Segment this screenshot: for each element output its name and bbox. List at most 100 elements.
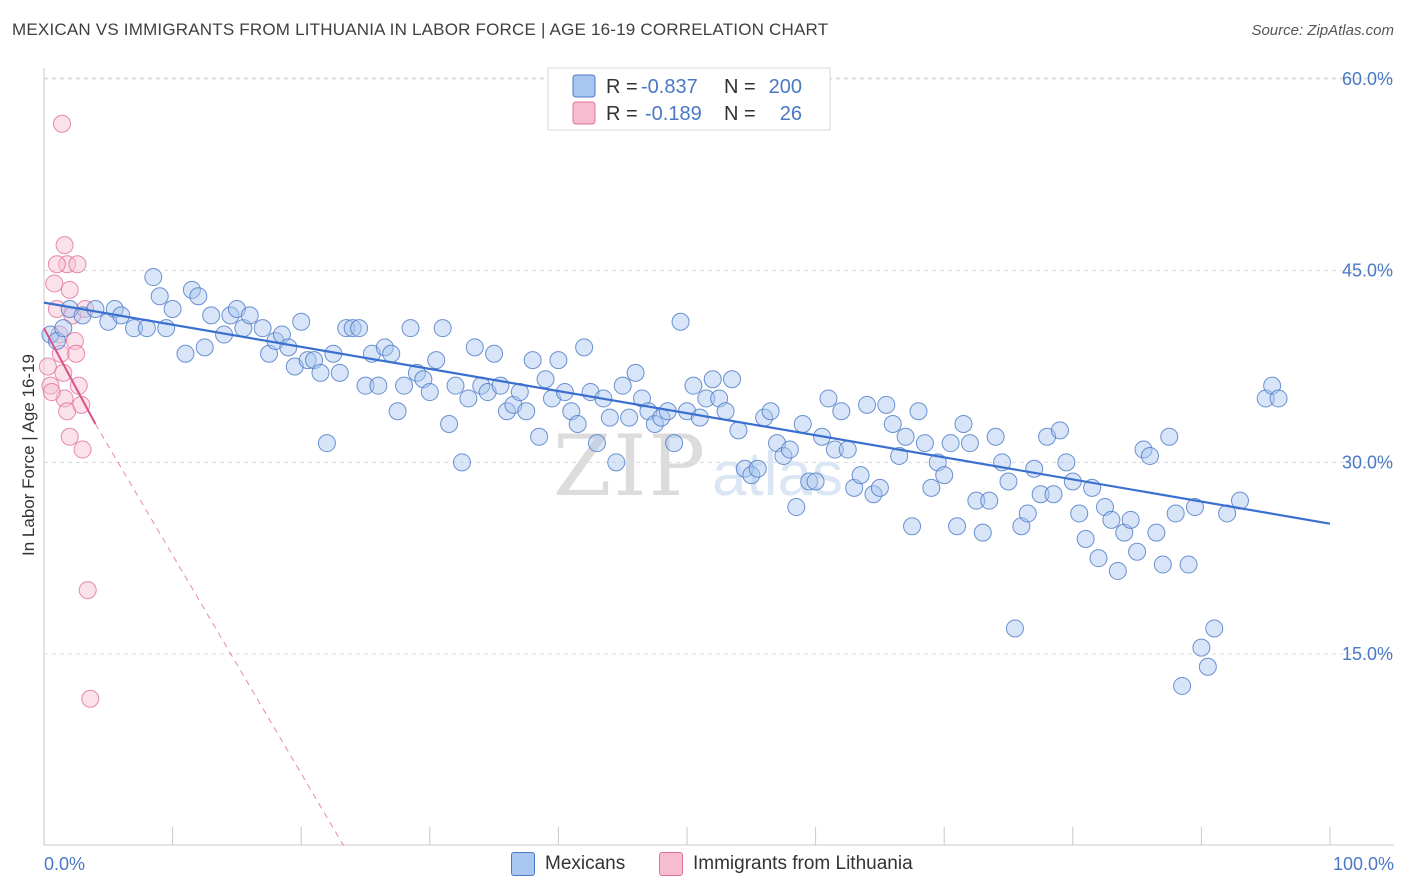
data-point [38, 357, 57, 376]
data-point [182, 280, 201, 299]
stats-r-lithuania: -0.189 [645, 103, 702, 125]
x-tick-labels: 0.0% 100.0% [44, 854, 1394, 874]
data-point [973, 523, 992, 542]
legend-item-lithuania[interactable]: Immigrants from Lithuania [659, 851, 913, 877]
data-point [536, 370, 555, 389]
data-point [298, 351, 317, 370]
chart-title: MEXICAN VS IMMIGRANTS FROM LITHUANIA IN … [12, 20, 829, 39]
data-point [81, 689, 100, 708]
data-point [382, 344, 401, 363]
data-point [176, 344, 195, 363]
data-point [60, 280, 79, 299]
data-point [330, 363, 349, 382]
data-point [202, 306, 221, 325]
data-point [838, 440, 857, 459]
data-point [915, 434, 934, 453]
data-point [1076, 530, 1095, 548]
data-point [729, 421, 748, 440]
data-point [793, 415, 812, 433]
data-point [68, 255, 87, 274]
data-point [587, 434, 606, 453]
data-point [1198, 657, 1217, 676]
trend-lines [43, 301, 1331, 846]
data-point [903, 517, 922, 536]
data-point [703, 370, 722, 389]
data-point [292, 312, 311, 331]
data-point [1269, 389, 1288, 408]
data-point [1057, 453, 1076, 472]
data-point [420, 383, 439, 402]
data-point [388, 402, 407, 421]
data-point [851, 466, 870, 485]
data-point [935, 466, 954, 485]
data-point [279, 338, 298, 357]
data-point [189, 287, 208, 306]
data-point [761, 402, 780, 421]
data-point [221, 306, 240, 325]
data-point [1128, 542, 1147, 561]
data-point [240, 306, 259, 325]
data-point [1108, 561, 1127, 580]
legend-label-mexicans: Mexicans [545, 853, 626, 874]
data-point [549, 351, 568, 370]
legend-item-mexicans[interactable]: Mexicans [511, 851, 625, 877]
data-point [73, 440, 92, 459]
data-point [575, 338, 594, 357]
y-tick-label: 15.0% [1342, 644, 1393, 664]
data-point [665, 434, 684, 453]
data-point [1121, 510, 1140, 529]
data-point [125, 319, 144, 338]
data-point [774, 446, 793, 465]
stats-n-label-lithuania: N = [724, 103, 756, 125]
series-immigrants-from-lithuania [38, 114, 100, 708]
data-point [690, 408, 709, 427]
data-point [343, 319, 362, 338]
data-point [568, 415, 587, 433]
data-point [671, 312, 690, 331]
data-point [1179, 555, 1198, 574]
stats-r-label-mexicans: R = [606, 76, 638, 98]
data-point [626, 363, 645, 382]
trend-line-mexicans [43, 301, 1331, 525]
data-point [1070, 504, 1089, 523]
data-point [877, 395, 896, 414]
y-tick-label: 60.0% [1342, 69, 1393, 89]
data-point [54, 319, 73, 338]
data-point [45, 274, 64, 293]
data-point [1160, 427, 1179, 446]
data-point [742, 466, 761, 485]
data-point [369, 376, 388, 395]
stats-n-lithuania: 26 [780, 103, 802, 125]
data-point [896, 427, 915, 446]
stats-legend: R = -0.837 N = 200 R = -0.189 N = 26 [547, 67, 831, 131]
data-point [613, 376, 632, 395]
stats-swatch-lithuania [572, 101, 596, 125]
data-point [58, 255, 77, 274]
data-point [1031, 485, 1050, 504]
data-point [163, 300, 182, 318]
data-point [922, 478, 941, 497]
data-point [1140, 446, 1159, 465]
data-point [1173, 676, 1192, 695]
data-point [986, 427, 1005, 446]
y-tick-labels: 15.0% 30.0% 45.0% 60.0% [1342, 69, 1393, 664]
data-point [337, 319, 356, 338]
data-point [870, 478, 889, 497]
data-point [735, 459, 754, 478]
data-point [53, 114, 72, 133]
data-point [620, 408, 639, 427]
data-point [1205, 619, 1224, 638]
data-point [948, 517, 967, 536]
data-point [800, 472, 819, 491]
data-point [1044, 485, 1063, 504]
legend-label-lithuania: Immigrants from Lithuania [693, 853, 913, 874]
data-point [433, 319, 452, 338]
stats-swatch-mexicans [572, 74, 596, 98]
data-point [1192, 638, 1211, 657]
data-point [350, 319, 369, 338]
y-tick-label: 30.0% [1342, 452, 1393, 472]
data-point [787, 498, 806, 517]
legend-swatch-mexicans [511, 852, 535, 876]
data-point [883, 415, 902, 433]
